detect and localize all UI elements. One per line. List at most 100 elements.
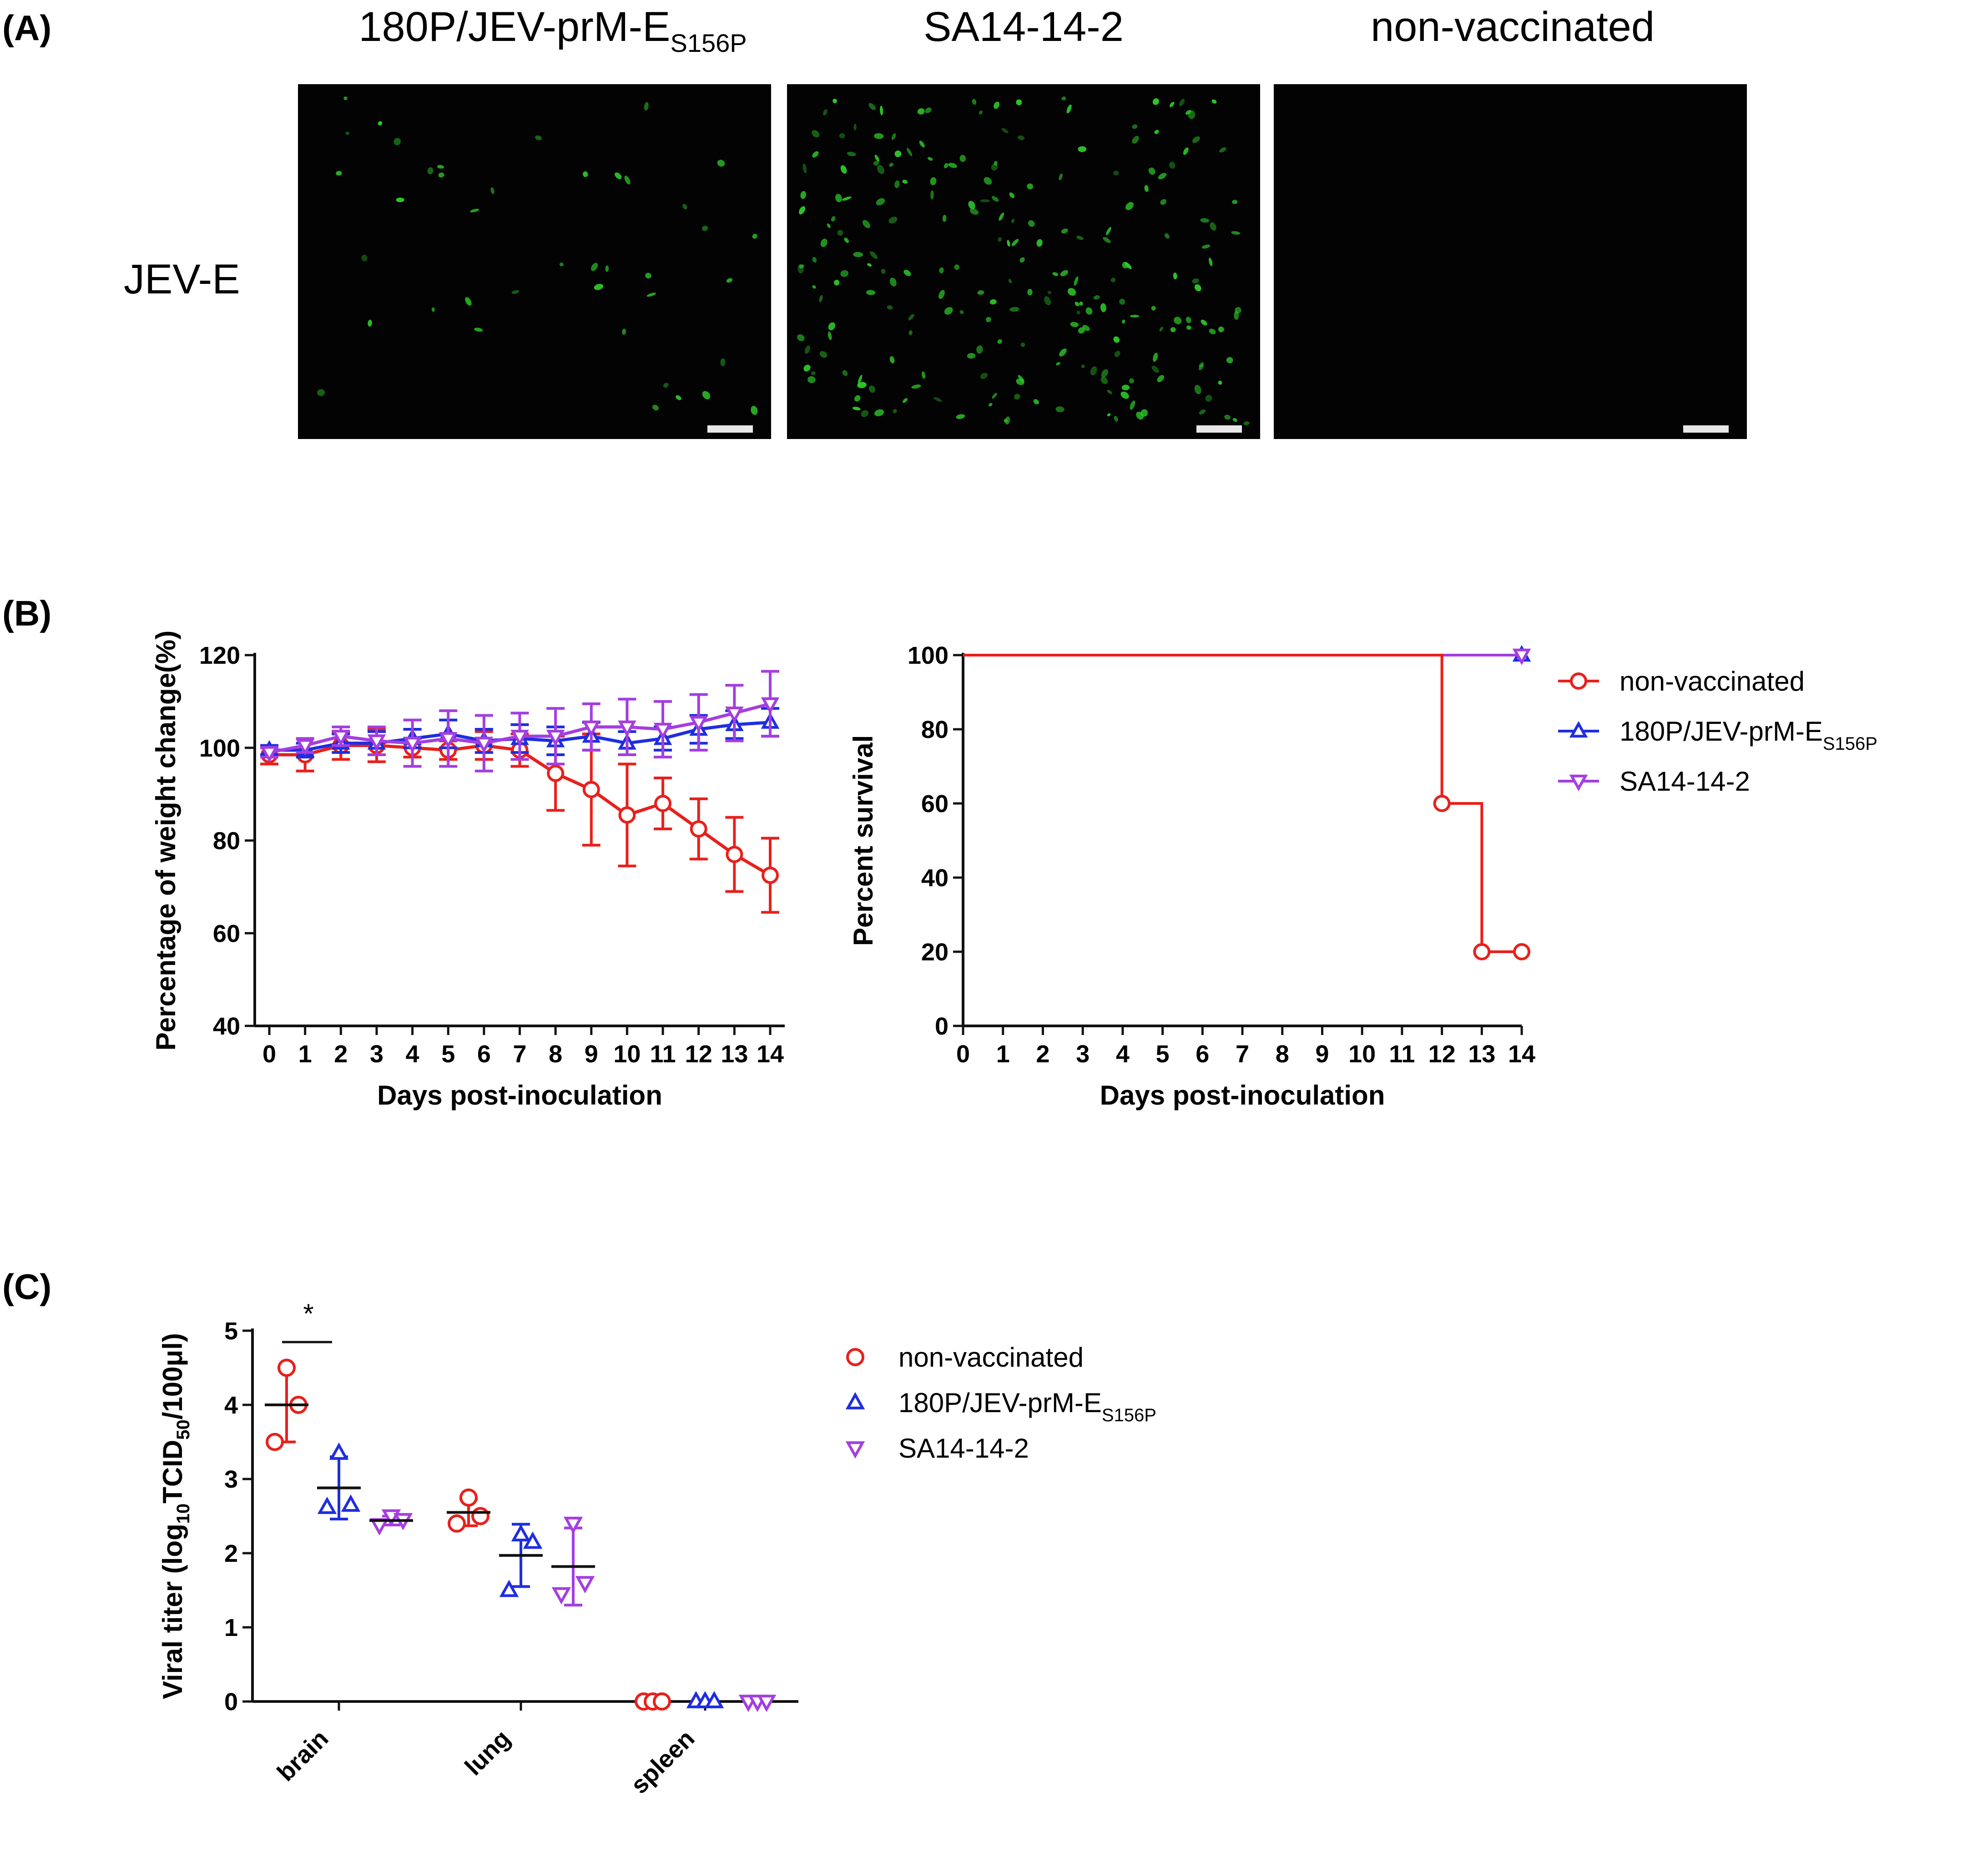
fluorescent-cell: [1009, 192, 1015, 198]
fluorescent-cell: [1234, 311, 1239, 320]
fluorescent-cell: [1125, 262, 1132, 269]
titer-point: [551, 1587, 571, 1605]
fluorescent-cell: [1044, 296, 1051, 306]
x-tick-label: 7: [1236, 1040, 1249, 1068]
y-axis-title: Percentage of weight change(%): [151, 631, 181, 1051]
y-tick-label: 2: [224, 1540, 238, 1567]
legend-label-sub: S156P: [1823, 734, 1877, 754]
fluorescent-cell: [1132, 136, 1139, 144]
survival-point: [1512, 648, 1531, 666]
panel-b-letter: (B): [2, 593, 51, 633]
fluorescent-cell: [959, 310, 964, 314]
fluorescent-cell: [1016, 99, 1022, 106]
fluorescent-cell: [1014, 394, 1020, 400]
x-tick-label: 12: [685, 1040, 712, 1068]
fluorescent-cell: [437, 165, 444, 169]
fluorescent-cell: [991, 196, 999, 202]
fluorescent-cell: [803, 364, 811, 372]
fluorescent-cell: [997, 339, 1002, 344]
fluorescent-cell: [828, 322, 836, 331]
survival-point: [1473, 943, 1491, 960]
fluorescent-cell: [979, 110, 983, 115]
series-sa14-14-2: [260, 670, 780, 772]
fluorescent-cell: [1066, 104, 1072, 114]
fluorescent-cell: [891, 133, 896, 140]
fluorescent-cell: [663, 383, 669, 388]
fluorescent-cell: [751, 406, 758, 415]
x-tick-label: 14: [757, 1040, 784, 1068]
fluorescent-cell: [1208, 257, 1213, 266]
fluorescent-cell: [1059, 173, 1063, 181]
legend-label-main: 180P/JEV-prM-E: [898, 1388, 1102, 1418]
data-point: [582, 720, 601, 737]
x-tick-label: 14: [1508, 1040, 1535, 1068]
fluorescent-cell: [368, 319, 372, 327]
fluorescent-cell: [906, 147, 913, 157]
fluorescent-cell: [919, 141, 925, 148]
titer-point: [563, 1516, 583, 1534]
y-tick-label: 40: [921, 864, 949, 892]
fluorescent-cell: [887, 305, 893, 310]
fluorescent-cell: [583, 171, 588, 177]
fluorescent-cell: [1232, 418, 1237, 422]
survival-non-vaccinated: [963, 654, 1530, 960]
fluorescent-cell: [431, 307, 435, 312]
fluorescent-cell: [902, 180, 908, 184]
fluorescent-cell: [894, 150, 902, 157]
fluorescent-cell: [465, 297, 472, 306]
fluorescent-cell: [1114, 351, 1120, 357]
titer-point: [653, 1692, 671, 1711]
fluorescent-cell: [842, 370, 848, 376]
data-point: [510, 730, 529, 747]
x-tick-label: 4: [1116, 1040, 1130, 1068]
y-axis-title: Percent survival: [848, 735, 878, 946]
micrograph-180P: [298, 84, 771, 439]
legend-marker: [845, 1441, 865, 1459]
titer-point: [511, 1524, 531, 1542]
y-axis-title: Viral titer (log10TCID50/100μl): [157, 1333, 193, 1699]
fluorescent-cell: [867, 263, 872, 267]
fluorescent-cell: [1201, 319, 1207, 326]
fluorescent-cell: [1011, 218, 1015, 223]
fluorescent-cell: [999, 212, 1004, 221]
fluorescent-cell: [1067, 288, 1076, 296]
fluorescent-cell: [1201, 244, 1211, 249]
fluorescent-cell: [1085, 307, 1093, 315]
data-point: [761, 697, 780, 714]
viral-titer-chart: 0 1 2 3 4 5 brain lung spleen Viral titer (log10T…: [157, 1298, 1156, 1799]
fluorescent-cell: [652, 404, 659, 411]
fluorescent-cell: [1154, 130, 1159, 134]
fluorescent-cell: [812, 285, 816, 289]
fluorescent-cell: [839, 133, 845, 139]
fluorescent-cell: [967, 353, 976, 359]
panel-a-letter: (A): [2, 8, 51, 48]
fluorescent-cell: [317, 389, 325, 396]
titer-point: [471, 1507, 489, 1525]
data-point: [296, 739, 314, 756]
legend-label: SA14-14-2: [1620, 766, 1750, 797]
fluorescent-cell: [894, 180, 900, 188]
x-tick-label: 6: [477, 1040, 491, 1068]
fluorescent-cell: [1224, 414, 1231, 420]
data-point: [690, 820, 707, 838]
legend-label-main: SA14-14-2: [1620, 766, 1750, 797]
fluorescent-cell: [345, 131, 349, 135]
x-tick-label: 3: [1076, 1040, 1090, 1068]
x-tick-label: 4: [406, 1040, 419, 1068]
fluorescent-cell: [676, 395, 681, 400]
fluorescent-cell: [361, 254, 368, 262]
fluorescent-cell: [752, 233, 757, 239]
x-tick-label: 1: [298, 1040, 312, 1068]
y-tick-label: 80: [921, 716, 949, 743]
fluorescent-cell: [1186, 317, 1191, 323]
fluorescent-cell: [874, 133, 884, 139]
titer-sa14-14-2: [369, 1509, 777, 1712]
x-tick-label: 11: [1389, 1040, 1415, 1068]
titer-point: [329, 1442, 349, 1460]
fluorescent-cell: [881, 269, 886, 274]
fluorescent-cell: [1158, 173, 1167, 180]
fluorescent-cell: [874, 155, 879, 162]
fluorescent-cell: [868, 103, 876, 110]
fluorescent-cell: [1243, 421, 1250, 425]
